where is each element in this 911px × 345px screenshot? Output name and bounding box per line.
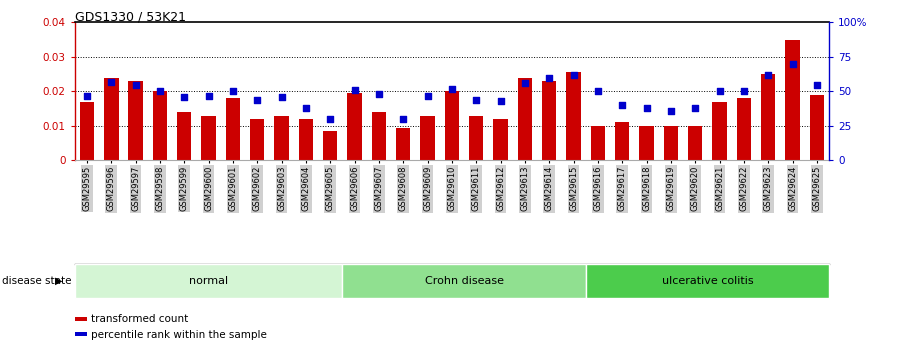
Point [128, 82, 143, 87]
Point [785, 61, 800, 67]
Text: disease state: disease state [2, 276, 71, 286]
Bar [322, 131, 337, 160]
Point [761, 72, 775, 78]
Point [79, 93, 94, 98]
Bar [79, 102, 94, 160]
Point [104, 79, 118, 85]
Bar [615, 122, 630, 160]
Point [299, 105, 313, 111]
Point [615, 102, 630, 108]
Point [226, 89, 241, 94]
Bar [104, 78, 118, 160]
Bar [761, 74, 775, 160]
Bar [445, 91, 459, 160]
Text: Crohn disease: Crohn disease [425, 276, 504, 286]
Bar [493, 119, 507, 160]
Point [493, 98, 507, 104]
Point [737, 89, 752, 94]
Bar [128, 81, 143, 160]
Text: normal: normal [189, 276, 228, 286]
Bar [663, 126, 678, 160]
Point [810, 82, 824, 87]
Bar [542, 81, 557, 160]
Bar [372, 112, 386, 160]
Bar [517, 78, 532, 160]
Text: percentile rank within the sample: percentile rank within the sample [91, 330, 267, 339]
Point [688, 105, 702, 111]
Bar [347, 93, 362, 160]
Point [445, 86, 459, 91]
Bar [688, 126, 702, 160]
Point [517, 80, 532, 86]
Bar [640, 126, 654, 160]
Point [663, 108, 678, 114]
Text: ulcerative colitis: ulcerative colitis [661, 276, 753, 286]
Point [347, 87, 362, 93]
Bar [567, 72, 581, 160]
Bar [590, 126, 605, 160]
Point [640, 105, 654, 111]
Bar [420, 116, 435, 160]
Bar [201, 116, 216, 160]
Bar [737, 98, 752, 160]
Text: ▶: ▶ [55, 276, 62, 286]
Point [396, 116, 411, 122]
Point [250, 97, 264, 102]
Bar [177, 112, 191, 160]
Text: GDS1330 / 53K21: GDS1330 / 53K21 [75, 10, 186, 23]
Point [420, 93, 435, 98]
Point [712, 89, 727, 94]
Bar [274, 116, 289, 160]
Point [372, 91, 386, 97]
Bar [810, 95, 824, 160]
Bar [712, 102, 727, 160]
Point [542, 75, 557, 80]
Text: transformed count: transformed count [91, 314, 189, 324]
Bar [299, 119, 313, 160]
Point [201, 93, 216, 98]
Bar [785, 40, 800, 160]
Bar [469, 116, 484, 160]
Point [177, 94, 191, 100]
Point [152, 89, 167, 94]
Point [469, 97, 484, 102]
Bar [152, 91, 167, 160]
Bar [396, 128, 411, 160]
Point [567, 72, 581, 78]
Bar [226, 98, 241, 160]
Bar [250, 119, 264, 160]
Point [322, 116, 337, 122]
Point [590, 89, 605, 94]
Point [274, 94, 289, 100]
